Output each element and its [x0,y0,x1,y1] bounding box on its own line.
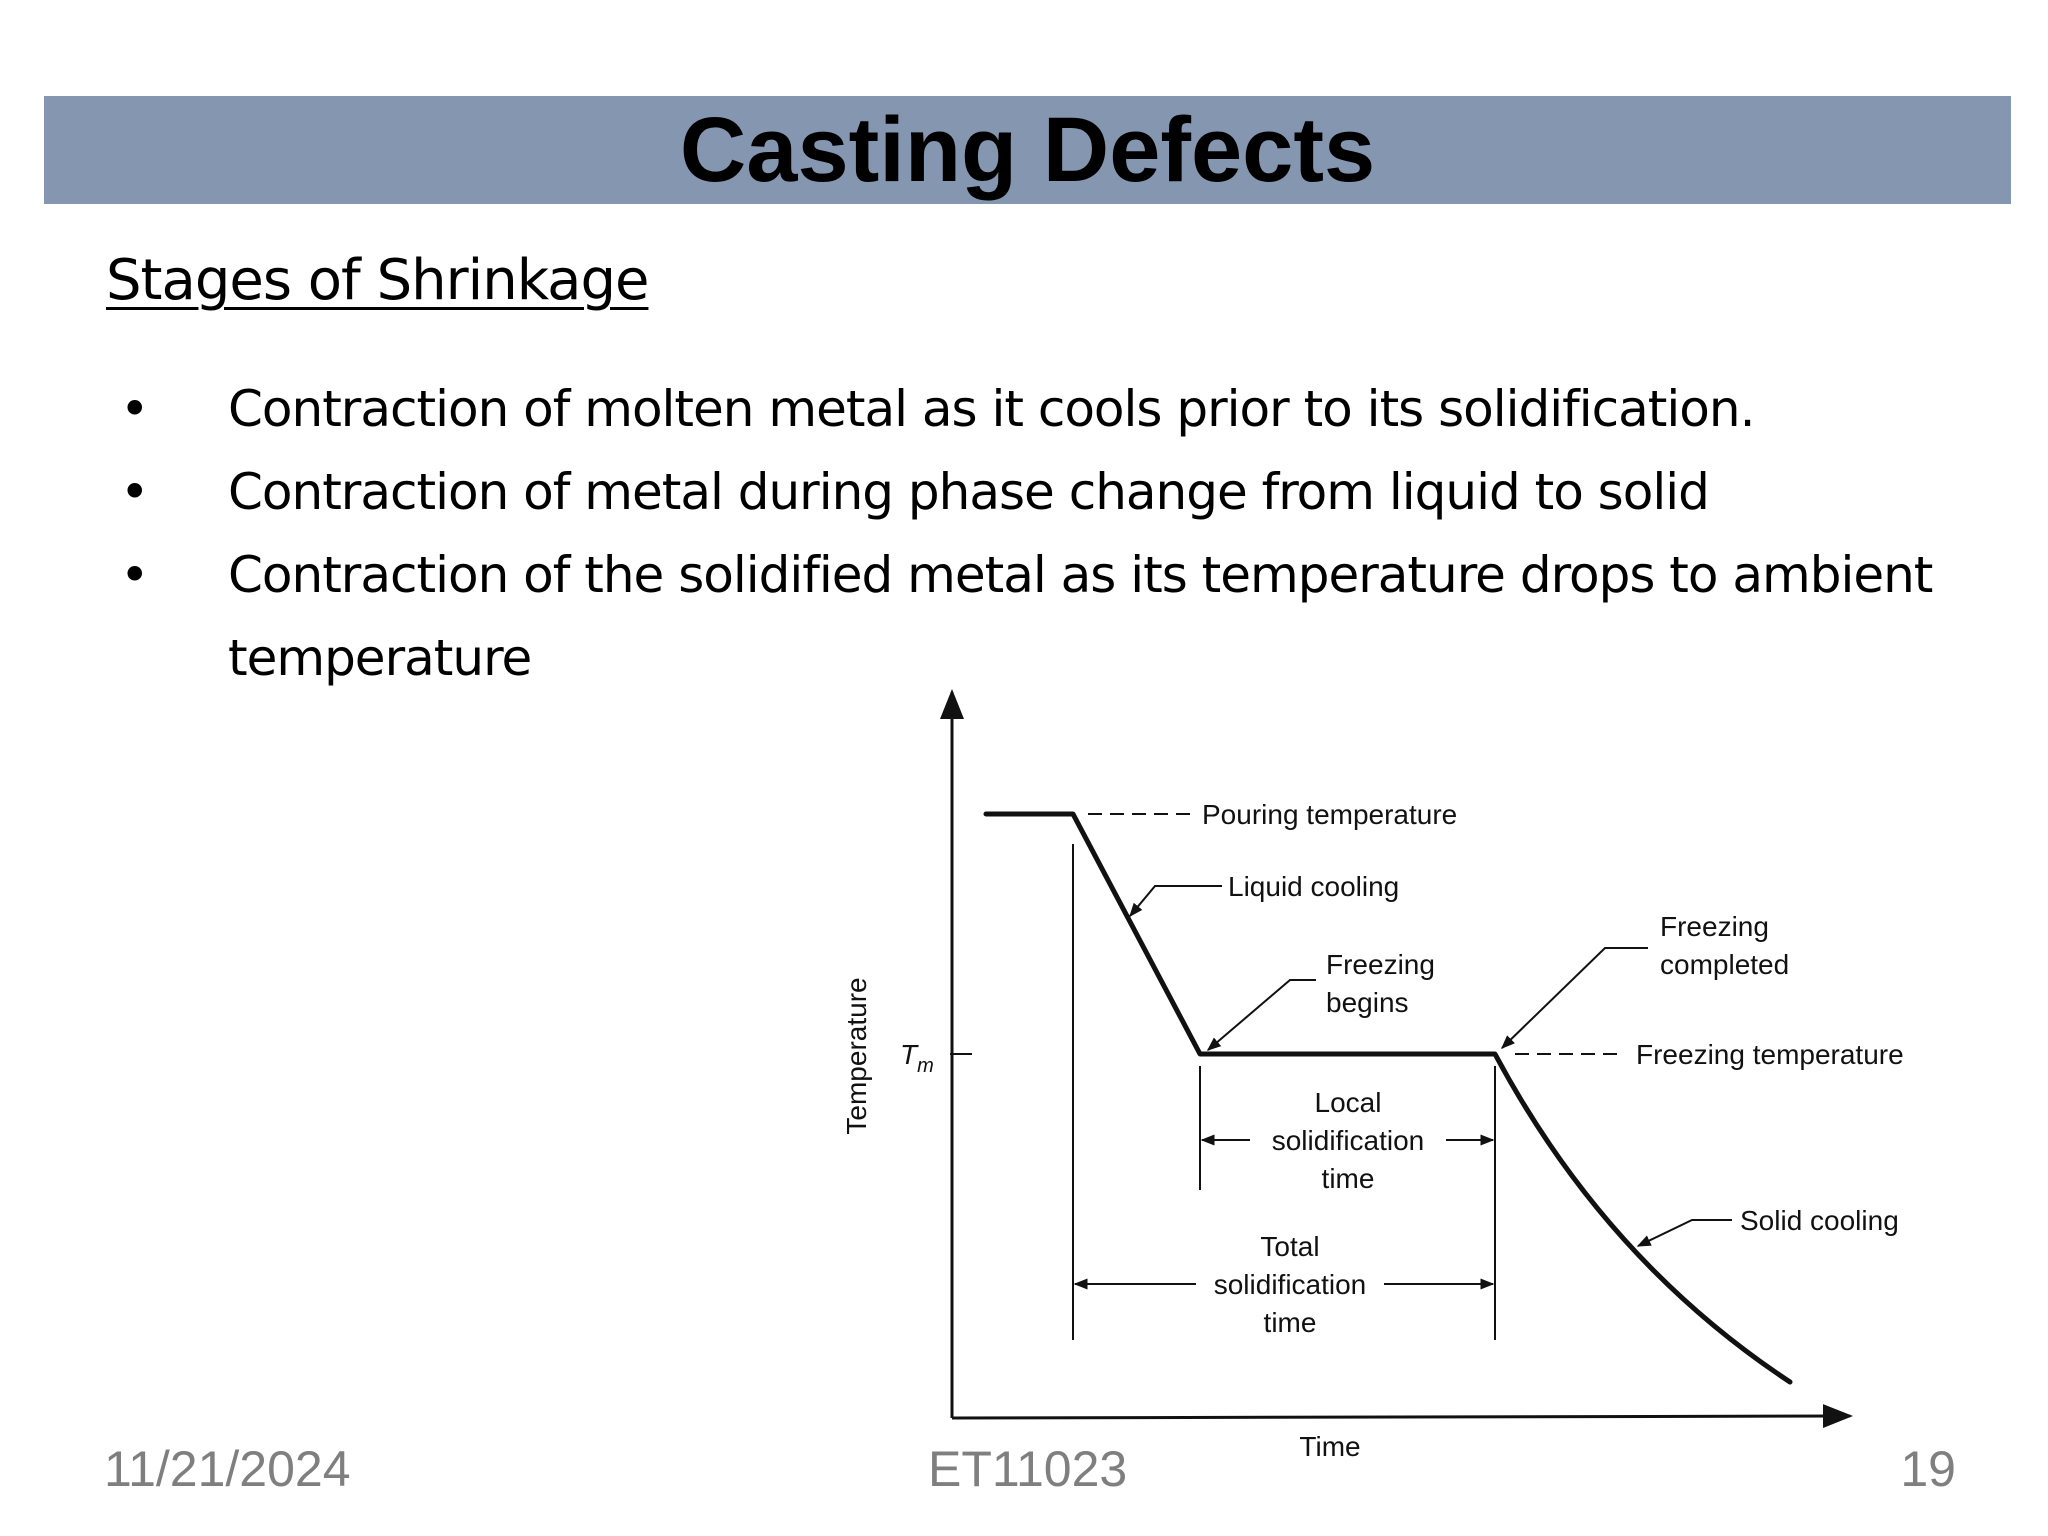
y-axis-label: Temperature [841,977,872,1134]
bullet-text: Contraction of metal during phase change… [228,463,1710,521]
local-time-label: time [1322,1163,1375,1194]
local-time-label: Local [1315,1087,1382,1118]
bullet-text: Contraction of molten metal as it cools … [228,380,1755,438]
freezing-completed-label: Freezing [1660,911,1769,942]
section-heading: Stages of Shrinkage [106,248,649,313]
slide-title: Casting Defects [679,99,1376,201]
freezing-completed-label: completed [1660,949,1789,980]
bullet-text: Contraction of the solidified metal as i… [228,546,1933,687]
x-axis-label: Time [1299,1431,1360,1462]
freezing-begins-arrow [1206,979,1316,1051]
total-time-label: time [1264,1307,1317,1338]
tm-label: Tm [900,1039,934,1077]
cooling-curve [983,811,1793,1385]
bullet-list: • Contraction of molten metal as it cool… [106,368,2006,700]
solid-cooling-label: Solid cooling [1740,1205,1899,1236]
bullet-item: • Contraction of the solidified metal as… [106,534,2006,700]
freezing-begins-label: begins [1326,987,1409,1018]
cooling-curve-svg: Temperature Time Tm Pouring temperature … [841,689,1904,1462]
freezing-completed-arrow [1500,947,1648,1049]
bullet-item: • Contraction of molten metal as it cool… [106,368,2006,451]
liquid-cooling-arrow [1129,885,1222,918]
title-banner: Casting Defects [44,96,2011,204]
total-time-label: solidification [1214,1269,1367,1300]
footer-course-code: ET11023 [928,1441,1128,1497]
freezing-begins-label: Freezing [1326,949,1435,980]
bullet-item: • Contraction of metal during phase chan… [106,451,2006,534]
solid-cooling-arrow [1636,1219,1732,1247]
cooling-curve-diagram: Temperature Time Tm Pouring temperature … [830,680,1950,1480]
local-time-label: solidification [1272,1125,1425,1156]
pouring-temperature-label: Pouring temperature [1202,799,1457,830]
liquid-cooling-label: Liquid cooling [1228,871,1399,902]
footer-page-number: 19 [1900,1441,1956,1497]
x-axis [951,1404,1853,1429]
freezing-temperature-label: Freezing temperature [1636,1039,1904,1070]
bullet-dot: • [120,463,149,521]
footer-date: 11/21/2024 [104,1441,351,1497]
bullet-dot: • [120,546,149,604]
total-time-label: Total [1260,1231,1319,1262]
bullet-dot: • [120,380,149,438]
